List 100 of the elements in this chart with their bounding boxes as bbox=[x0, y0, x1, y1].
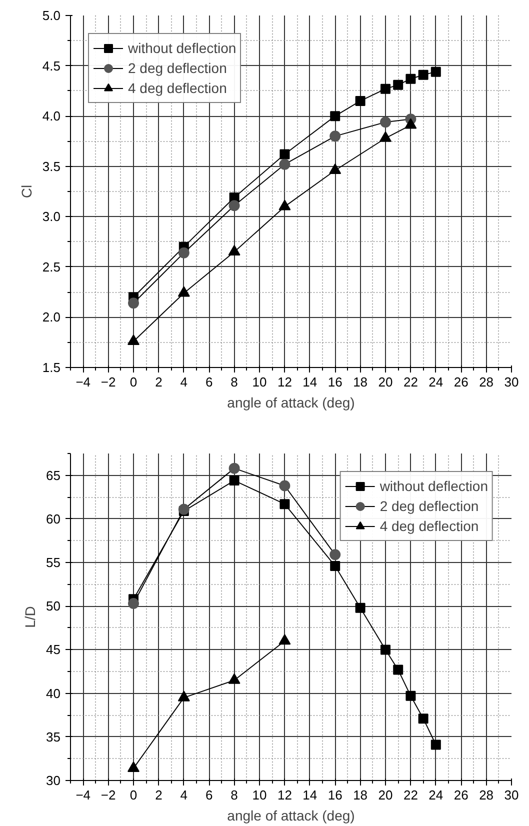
x-tick-label: 16 bbox=[328, 788, 342, 802]
y-axis-title: L/D bbox=[22, 606, 38, 628]
x-tick-label: 0 bbox=[130, 374, 138, 390]
x-tick-label: 6 bbox=[205, 374, 213, 390]
x-tick-label: 18 bbox=[353, 374, 368, 390]
point bbox=[128, 298, 139, 309]
legend-label: 4 deg deflection bbox=[380, 517, 479, 535]
x-tick-label: −2 bbox=[100, 788, 116, 802]
x-tick-label: 26 bbox=[454, 374, 468, 390]
y-tick-label: 45 bbox=[46, 642, 61, 658]
x-tick-label: 12 bbox=[277, 788, 292, 802]
point bbox=[278, 634, 291, 645]
x-tick-label: 28 bbox=[479, 374, 494, 390]
point bbox=[380, 131, 392, 142]
point bbox=[406, 74, 416, 84]
legend-label: 2 deg deflection bbox=[128, 59, 227, 77]
x-tick-label: 30 bbox=[504, 374, 519, 390]
point bbox=[393, 664, 404, 675]
point bbox=[228, 244, 240, 256]
x-tick-label: 30 bbox=[504, 788, 519, 802]
point bbox=[393, 80, 404, 90]
point bbox=[355, 602, 366, 613]
y-tick-label: 55 bbox=[46, 555, 61, 570]
point bbox=[330, 560, 340, 571]
point bbox=[228, 673, 240, 684]
x-tick-label: 0 bbox=[130, 788, 138, 802]
point bbox=[279, 480, 290, 492]
x-tick-label: 26 bbox=[454, 788, 468, 802]
x-tick-label: 2 bbox=[155, 788, 162, 802]
point bbox=[380, 644, 390, 655]
point bbox=[229, 476, 240, 486]
point bbox=[418, 70, 428, 80]
x-tick-label: 8 bbox=[230, 788, 238, 802]
x-tick-label: 16 bbox=[328, 374, 342, 390]
x-axis-title: angle of attack (deg) bbox=[227, 394, 355, 410]
point bbox=[128, 761, 140, 772]
point bbox=[380, 84, 390, 94]
point bbox=[280, 149, 290, 160]
y-tick-label: 5.0 bbox=[42, 8, 61, 23]
x-tick-label: −2 bbox=[100, 374, 116, 390]
legend-label: without deflection bbox=[380, 477, 488, 495]
legend-label: without deflection bbox=[128, 39, 236, 57]
x-tick-label: −4 bbox=[76, 788, 91, 802]
point bbox=[228, 462, 240, 474]
y-tick-label: 40 bbox=[46, 686, 61, 701]
point bbox=[330, 130, 341, 142]
x-tick-label: −4 bbox=[76, 374, 91, 390]
x-tick-label: 22 bbox=[403, 788, 418, 802]
point bbox=[278, 200, 291, 210]
point bbox=[280, 499, 290, 510]
y-tick-label: 2.0 bbox=[42, 310, 61, 325]
point bbox=[279, 158, 290, 170]
y-tick-label: 2.5 bbox=[42, 259, 61, 274]
x-tick-label: 4 bbox=[180, 788, 188, 802]
x-tick-label: 20 bbox=[378, 788, 393, 802]
x-tick-label: 2 bbox=[155, 374, 162, 390]
point bbox=[430, 66, 441, 77]
point bbox=[404, 118, 417, 129]
x-tick-label: 14 bbox=[302, 374, 318, 390]
point bbox=[430, 740, 441, 750]
y-tick-label: 3.5 bbox=[42, 158, 61, 174]
point bbox=[178, 286, 190, 297]
y-tick-label: 3.0 bbox=[42, 209, 61, 224]
point bbox=[178, 504, 190, 515]
y-tick-label: 30 bbox=[46, 773, 61, 788]
y-tick-label: 65 bbox=[46, 468, 61, 483]
point bbox=[418, 714, 428, 724]
y-axis-title: Cl bbox=[18, 184, 34, 198]
y-tick-label: 4.0 bbox=[42, 108, 61, 124]
point bbox=[228, 200, 240, 212]
y-tick-label: 50 bbox=[46, 598, 61, 614]
point bbox=[128, 598, 139, 609]
point bbox=[406, 690, 416, 701]
point bbox=[355, 96, 366, 106]
point bbox=[330, 111, 340, 122]
x-axis-title: angle of attack (deg) bbox=[227, 808, 355, 824]
x-tick-label: 28 bbox=[479, 788, 494, 802]
x-tick-label: 10 bbox=[252, 374, 267, 390]
x-tick-label: 14 bbox=[302, 788, 318, 802]
x-tick-label: 8 bbox=[230, 374, 238, 390]
legend-label: 2 deg deflection bbox=[380, 497, 479, 515]
x-tick-label: 24 bbox=[428, 374, 444, 390]
point bbox=[178, 247, 190, 258]
x-tick-label: 10 bbox=[252, 788, 267, 802]
point bbox=[128, 334, 140, 346]
point bbox=[380, 116, 391, 128]
y-tick-label: 1.5 bbox=[42, 360, 61, 375]
x-tick-label: 6 bbox=[205, 788, 213, 802]
x-tick-label: 12 bbox=[277, 374, 292, 390]
y-tick-label: 60 bbox=[46, 511, 61, 526]
x-tick-label: 18 bbox=[353, 788, 368, 802]
x-tick-label: 22 bbox=[403, 374, 418, 390]
x-tick-label: 24 bbox=[428, 788, 444, 802]
point bbox=[178, 690, 190, 702]
point bbox=[330, 549, 341, 560]
legend-label: 4 deg deflection bbox=[128, 79, 227, 97]
x-tick-label: 20 bbox=[378, 374, 393, 390]
y-tick-label: 4.5 bbox=[42, 58, 61, 74]
point bbox=[329, 164, 342, 174]
y-tick-label: 35 bbox=[46, 729, 61, 744]
